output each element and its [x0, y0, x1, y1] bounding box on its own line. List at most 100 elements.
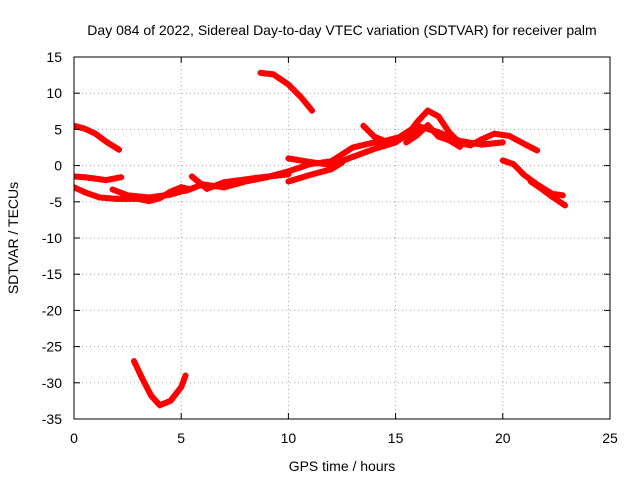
data-point [367, 147, 374, 154]
data-point [499, 139, 506, 146]
data-point [106, 140, 113, 147]
y-tick-label: -10 [42, 230, 62, 246]
data-point [324, 167, 331, 174]
data-point [78, 124, 85, 131]
data-point [439, 134, 446, 141]
data-point [175, 189, 181, 196]
data-point [310, 171, 317, 177]
data-point [170, 394, 177, 401]
data-point [342, 149, 349, 156]
data-point [144, 386, 151, 393]
data-point [214, 181, 221, 188]
data-point [296, 175, 303, 182]
data-point [103, 138, 110, 145]
data-point [456, 143, 463, 150]
data-point [449, 139, 456, 146]
data-point [163, 399, 170, 406]
data-point [151, 396, 157, 402]
data-point [143, 382, 149, 389]
data-point [524, 142, 531, 149]
data-point [132, 361, 139, 368]
y-axis-label: SDTVAR / TECUs [5, 182, 21, 294]
data-point [403, 132, 410, 139]
data-point [153, 399, 160, 406]
data-point [513, 136, 520, 143]
data-point [92, 193, 99, 199]
data-point [77, 187, 84, 194]
data-point [299, 163, 306, 170]
data-point [285, 171, 292, 178]
data-point [156, 402, 163, 409]
data-point [389, 136, 395, 143]
data-point [289, 167, 295, 174]
data-point [378, 136, 385, 143]
tick-layer: 0 5 10 15 20 25 15 10 5 0 -5 -10 -15 -20 -25 -30 -35 [42, 49, 618, 446]
data-point [558, 200, 565, 207]
data-point [299, 174, 306, 181]
data-point [139, 376, 146, 383]
data-point [339, 151, 345, 158]
data-point [306, 104, 313, 111]
data-point [534, 147, 541, 154]
data-point [506, 159, 513, 166]
data-point [116, 146, 122, 153]
data-point [185, 186, 192, 193]
x-tick-label: 10 [281, 430, 297, 446]
series-arc-2 [74, 173, 125, 184]
data-point [179, 380, 186, 387]
y-tick-label: -5 [50, 194, 63, 210]
data-point [356, 151, 363, 158]
series-arc-8 [285, 107, 541, 168]
series-arc-9 [360, 122, 420, 144]
data-point [349, 144, 356, 151]
data-point [356, 142, 363, 149]
data-point [527, 144, 534, 151]
data-point [524, 174, 531, 181]
data-point [346, 155, 353, 162]
data-point [83, 190, 90, 197]
data-point [298, 157, 305, 164]
data-point [559, 192, 566, 199]
data-point [134, 365, 141, 372]
series-arc-13 [499, 157, 566, 199]
data-point [396, 134, 403, 141]
data-point [306, 172, 313, 178]
data-point [289, 177, 295, 184]
data-point [285, 178, 292, 185]
data-point [360, 149, 367, 156]
series-arc-12 [131, 358, 189, 409]
data-point [446, 137, 453, 144]
chart-title: Day 084 of 2022, Sidereal Day-to-day VTE… [87, 22, 596, 38]
data-point [444, 126, 451, 133]
data-point [378, 143, 385, 150]
data-point [510, 134, 516, 141]
data-point [403, 139, 410, 146]
data-point [182, 187, 189, 194]
data-point [364, 141, 370, 148]
data-point [481, 135, 488, 142]
data-point [109, 186, 116, 193]
data-point [545, 191, 552, 198]
data-point [171, 190, 178, 197]
x-tick-label: 15 [388, 430, 404, 446]
data-point [309, 107, 315, 114]
x-tick-label: 0 [70, 430, 78, 446]
y-tick-label: 0 [54, 158, 62, 174]
series-arc-4 [109, 186, 189, 201]
y-tick-label: 5 [54, 121, 62, 137]
data-point [517, 138, 524, 145]
data-point [192, 184, 199, 190]
data-point [146, 389, 153, 396]
data-point [328, 161, 335, 168]
data-point [292, 176, 299, 183]
data-point [74, 184, 77, 191]
data-point [99, 136, 106, 143]
data-point [431, 111, 438, 118]
data-point [555, 198, 562, 205]
grid-layer [74, 57, 610, 419]
data-point [435, 133, 442, 140]
y-tick-label: -35 [42, 411, 62, 427]
data-point [484, 133, 491, 140]
data-point [552, 195, 559, 202]
data-point [296, 164, 303, 171]
